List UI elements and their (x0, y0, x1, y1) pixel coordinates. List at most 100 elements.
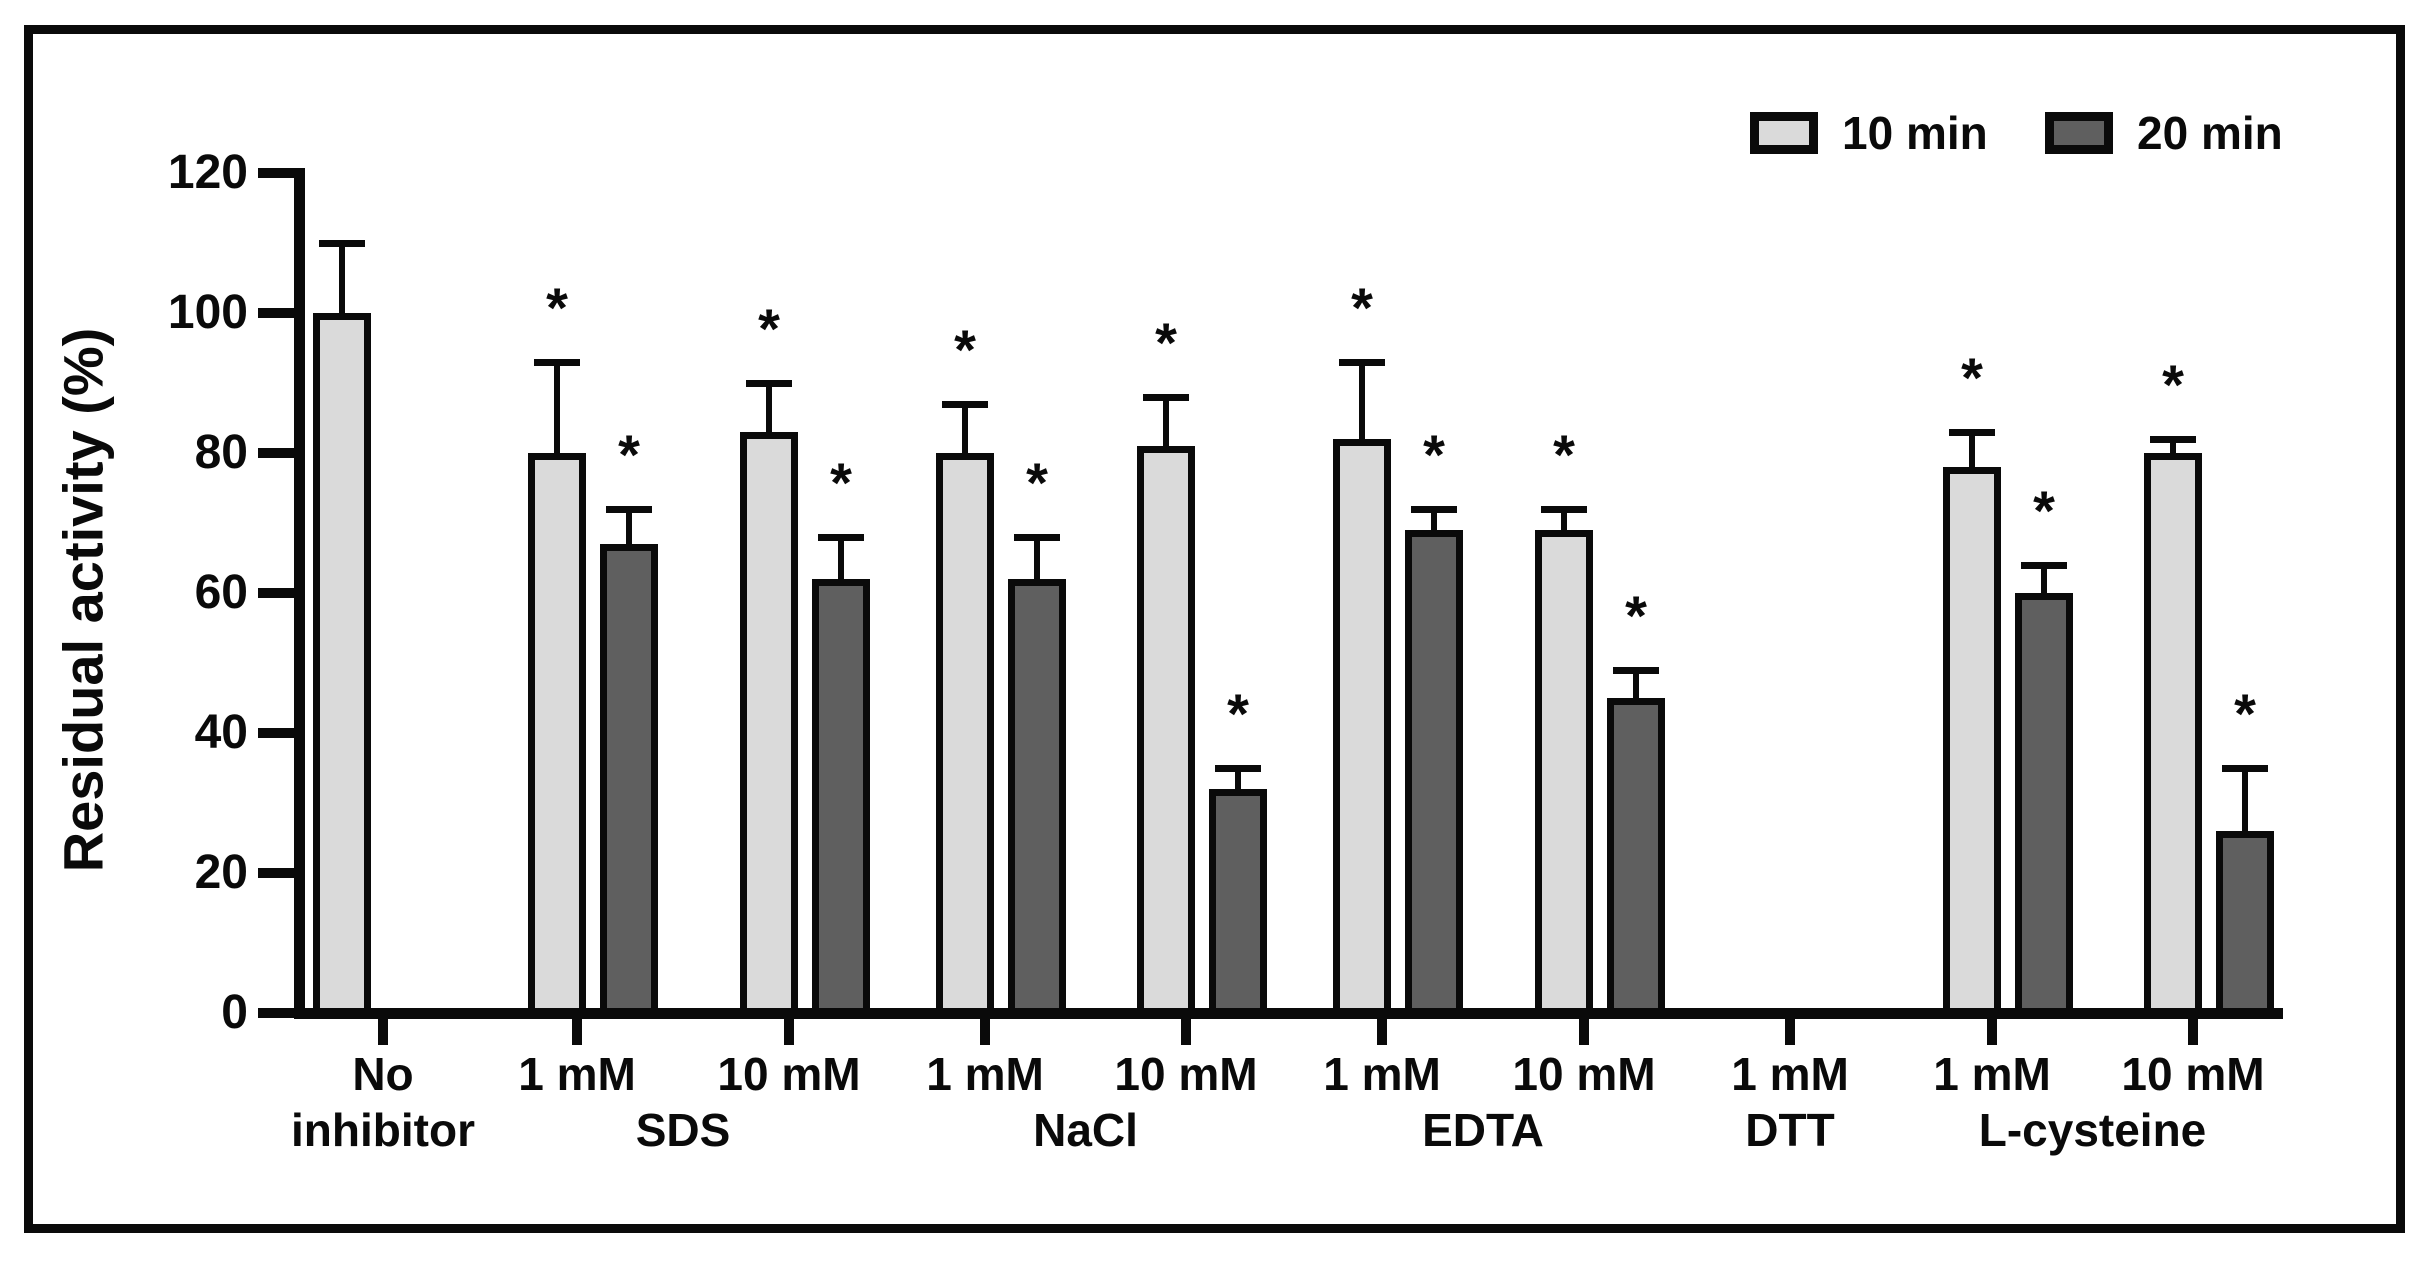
bar-l-cysteine-1-mm-10min (1943, 467, 2001, 1019)
bar-nacl-10-mm-10min (1137, 446, 1195, 1019)
bar-edta-1-mm-20min (1405, 530, 1463, 1019)
bar-edta-10-mm-10min-significance-star: * (1553, 423, 1575, 486)
bar-sds-10-mm-10min-errbar-cap (746, 380, 792, 387)
bar-l-cysteine-10-mm-20min (2216, 831, 2274, 1019)
bar-edta-10-mm-20min (1607, 698, 1665, 1019)
x-tick-mark (784, 1019, 794, 1045)
bar-l-cysteine-1-mm-10min-significance-star: * (1961, 346, 1983, 409)
bar-sds-10-mm-10min-significance-star: * (758, 297, 780, 360)
chemical-label-sds: SDS (635, 1104, 731, 1156)
x-tick-mark (378, 1019, 388, 1045)
chemical-label-dtt: DTT (1745, 1104, 1835, 1156)
y-tick-mark (258, 588, 294, 598)
bar-l-cysteine-10-mm-10min-errbar-cap (2150, 436, 2196, 443)
x-tick-mark (1785, 1019, 1795, 1045)
bar-edta-1-mm-20min-significance-star: * (1423, 423, 1445, 486)
legend-swatch-20min (2045, 112, 2113, 154)
bar-nacl-1-mm-10min (936, 453, 994, 1019)
bar-sds-10-mm-20min-errbar-stem (838, 537, 844, 579)
bar-edta-1-mm-10min-errbar-cap (1339, 359, 1385, 366)
y-tick-mark (258, 448, 294, 458)
bar-sds-10-mm-20min-significance-star: * (830, 451, 852, 514)
bar-sds-10-mm-10min-errbar-stem (766, 383, 772, 432)
chemical-label-nacl: NaCl (1033, 1104, 1138, 1156)
y-tick-mark (258, 308, 294, 318)
bar-nacl-10-mm-10min-significance-star: * (1155, 311, 1177, 374)
y-tick-label: 120 (167, 146, 248, 199)
chemical-label-edta: EDTA (1422, 1104, 1544, 1156)
bar-l-cysteine-10-mm-20min-errbar-stem (2242, 768, 2248, 831)
bar-edta-1-mm-10min-significance-star: * (1351, 276, 1373, 339)
bar-nacl-1-mm-10min-errbar-cap (942, 401, 988, 408)
y-tick-mark (258, 168, 294, 178)
bar-sds-10-mm-10min (740, 432, 798, 1019)
y-tick-label: 0 (221, 986, 248, 1039)
bar-edta-1-mm-10min (1333, 439, 1391, 1019)
x-tick-label: 1 mM (1731, 1048, 1849, 1100)
bar-nacl-10-mm-10min-errbar-stem (1163, 397, 1169, 446)
y-tick-mark (258, 1008, 294, 1018)
bar-edta-1-mm-20min-errbar-stem (1431, 509, 1437, 530)
y-tick-label: 20 (194, 846, 248, 899)
y-tick-label: 60 (194, 566, 248, 619)
x-tick-label: 1 mM (1323, 1048, 1441, 1100)
y-tick-mark (258, 728, 294, 738)
bar-edta-1-mm-10min-errbar-stem (1359, 362, 1365, 439)
bar-nacl-10-mm-10min-errbar-cap (1143, 394, 1189, 401)
x-axis-line-overlay (294, 1008, 2283, 1019)
bar-sds-1-mm-10min-errbar-stem (554, 362, 560, 453)
bar-nacl-1-mm-10min-significance-star: * (954, 318, 976, 381)
x-tick-mark (980, 1019, 990, 1045)
bar-nacl-1-mm-20min-errbar-stem (1034, 537, 1040, 579)
bar-edta-10-mm-20min-significance-star: * (1625, 584, 1647, 647)
bar-edta-10-mm-20min-errbar-cap (1613, 667, 1659, 674)
bar-edta-10-mm-10min (1535, 530, 1593, 1019)
bar-nacl-1-mm-10min-errbar-stem (962, 404, 968, 453)
x-tick-mark (1987, 1019, 1997, 1045)
bar-sds-1-mm-10min (528, 453, 586, 1019)
bar-nacl-10-mm-20min (1209, 789, 1267, 1019)
bar-control-no-10min (313, 313, 371, 1019)
bar-edta-10-mm-10min-errbar-cap (1541, 506, 1587, 513)
x-tick-label: 1 mM (1933, 1048, 2051, 1100)
x-tick-label: 10 mM (717, 1048, 861, 1100)
bar-sds-1-mm-10min-significance-star: * (546, 276, 568, 339)
y-axis-line (294, 168, 305, 1019)
legend-label-20min: 20 min (2137, 107, 2283, 159)
x-tick-label: 10 mM (1114, 1048, 1258, 1100)
x-tick-label-line2: inhibitor (291, 1104, 475, 1156)
bar-l-cysteine-1-mm-10min-errbar-stem (1969, 432, 1975, 467)
x-tick-mark (1377, 1019, 1387, 1045)
bar-l-cysteine-1-mm-20min-significance-star: * (2033, 479, 2055, 542)
bar-l-cysteine-10-mm-20min-errbar-cap (2222, 765, 2268, 772)
bar-l-cysteine-1-mm-20min-errbar-stem (2041, 565, 2047, 593)
chemical-label-l-cysteine: L-cysteine (1978, 1104, 2207, 1156)
bar-sds-10-mm-20min (812, 579, 870, 1019)
bar-l-cysteine-1-mm-10min-errbar-cap (1949, 429, 1995, 436)
bar-nacl-10-mm-20min-errbar-stem (1235, 768, 1241, 789)
figure-frame (24, 25, 2405, 1233)
bar-sds-1-mm-20min-significance-star: * (618, 423, 640, 486)
bar-nacl-10-mm-20min-errbar-cap (1215, 765, 1261, 772)
x-tick-label: No (352, 1048, 414, 1100)
y-tick-mark (258, 868, 294, 878)
bar-control-no-10min-errbar-cap (319, 240, 365, 247)
x-tick-mark (1181, 1019, 1191, 1045)
bar-sds-1-mm-10min-errbar-cap (534, 359, 580, 366)
x-tick-label: 10 mM (1512, 1048, 1656, 1100)
bar-l-cysteine-1-mm-20min (2015, 593, 2073, 1019)
x-tick-mark (2188, 1019, 2198, 1045)
bar-sds-1-mm-20min-errbar-stem (626, 509, 632, 544)
bar-sds-10-mm-20min-errbar-cap (818, 534, 864, 541)
bar-edta-10-mm-20min-errbar-stem (1633, 670, 1639, 698)
bar-control-no-10min-errbar-stem (339, 243, 345, 313)
y-tick-label: 100 (167, 286, 248, 339)
bar-nacl-1-mm-20min-significance-star: * (1026, 451, 1048, 514)
x-tick-mark (572, 1019, 582, 1045)
x-tick-label: 1 mM (926, 1048, 1044, 1100)
bar-edta-10-mm-10min-errbar-stem (1561, 509, 1567, 530)
bar-edta-1-mm-20min-errbar-cap (1411, 506, 1457, 513)
bar-l-cysteine-1-mm-20min-errbar-cap (2021, 562, 2067, 569)
x-tick-mark (1579, 1019, 1589, 1045)
